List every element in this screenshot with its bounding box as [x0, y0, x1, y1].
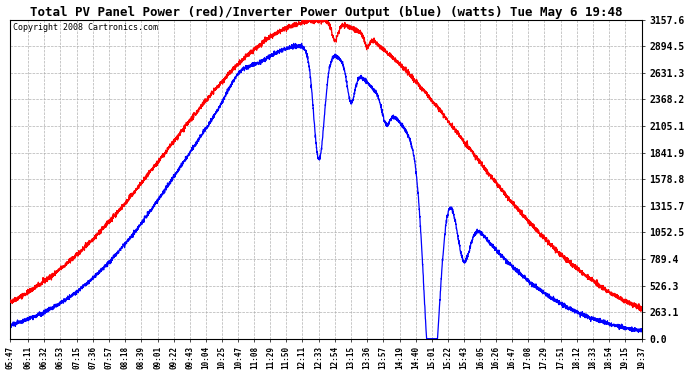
- Text: Copyright 2008 Cartronics.com: Copyright 2008 Cartronics.com: [13, 23, 158, 32]
- Title: Total PV Panel Power (red)/Inverter Power Output (blue) (watts) Tue May 6 19:48: Total PV Panel Power (red)/Inverter Powe…: [30, 6, 622, 18]
